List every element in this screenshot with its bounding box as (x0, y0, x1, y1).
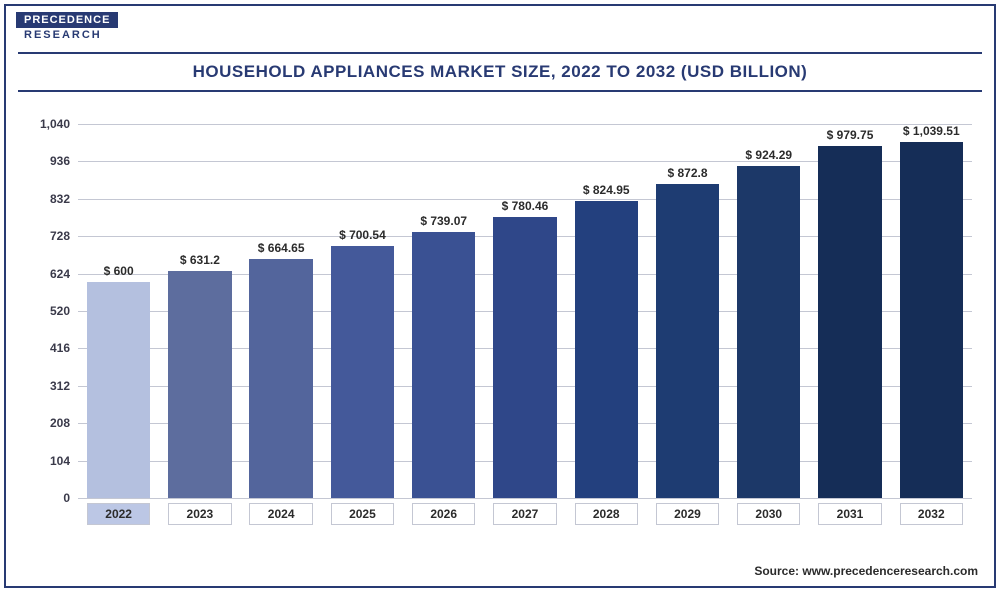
bar-slot: $ 824.95 (566, 124, 647, 498)
bar (900, 142, 963, 498)
chart-title: HOUSEHOLD APPLIANCES MARKET SIZE, 2022 T… (18, 62, 982, 82)
bar (168, 271, 231, 498)
x-tick-cell: 2027 (484, 502, 565, 526)
bar-value-label: $ 700.54 (339, 228, 386, 242)
bar-value-label: $ 872.8 (667, 166, 707, 180)
y-tick-label: 104 (50, 454, 70, 468)
y-tick-label: 520 (50, 304, 70, 318)
x-tick-label: 2031 (818, 503, 881, 525)
bar-value-label: $ 739.07 (420, 214, 467, 228)
bar-slot: $ 664.65 (241, 124, 322, 498)
x-tick-label: 2028 (575, 503, 638, 525)
bar (818, 146, 881, 498)
bar (331, 246, 394, 498)
bar-value-label: $ 631.2 (180, 253, 220, 267)
logo-bottom: RESEARCH (16, 29, 118, 41)
x-tick-label: 2030 (737, 503, 800, 525)
bar-slot: $ 700.54 (322, 124, 403, 498)
y-tick-label: 832 (50, 192, 70, 206)
bar (249, 259, 312, 498)
x-tick-label: 2025 (331, 503, 394, 525)
y-tick-label: 0 (63, 491, 70, 505)
logo-top: PRECEDENCE (16, 12, 118, 28)
plot-area: 01042083124165206247288329361,040 $ 600$… (78, 124, 972, 498)
bar-slot: $ 924.29 (728, 124, 809, 498)
source-text: Source: www.precedenceresearch.com (754, 564, 978, 578)
x-tick-cell: 2022 (78, 502, 159, 526)
x-tick-cell: 2031 (809, 502, 890, 526)
x-axis: 2022 2023 2024 2025 2026 2027 2028 2029 2030 2031… (78, 502, 972, 526)
x-tick-cell: 2028 (566, 502, 647, 526)
x-tick-label: 2026 (412, 503, 475, 525)
title-band: HOUSEHOLD APPLIANCES MARKET SIZE, 2022 T… (18, 52, 982, 92)
bar (412, 232, 475, 498)
bar-slot: $ 872.8 (647, 124, 728, 498)
x-tick-label: 2022 (87, 503, 150, 525)
chart-zone: 01042083124165206247288329361,040 $ 600$… (78, 106, 972, 526)
bar (737, 166, 800, 498)
bar (656, 184, 719, 498)
bar-slot: $ 739.07 (403, 124, 484, 498)
x-tick-cell: 2025 (322, 502, 403, 526)
y-tick-label: 208 (50, 416, 70, 430)
bar-slot: $ 979.75 (809, 124, 890, 498)
x-tick-cell: 2023 (159, 502, 240, 526)
bar (493, 217, 556, 498)
bar-value-label: $ 664.65 (258, 241, 305, 255)
gridline: 0 (78, 498, 972, 499)
x-tick-cell: 2029 (647, 502, 728, 526)
bar-slot: $ 631.2 (159, 124, 240, 498)
bar-value-label: $ 924.29 (745, 148, 792, 162)
y-tick-label: 624 (50, 267, 70, 281)
bar-value-label: $ 1,039.51 (903, 124, 960, 138)
bar-value-label: $ 824.95 (583, 183, 630, 197)
x-tick-label: 2027 (493, 503, 556, 525)
y-tick-label: 312 (50, 379, 70, 393)
bar-value-label: $ 600 (104, 264, 134, 278)
x-tick-cell: 2024 (241, 502, 322, 526)
bar-slot: $ 600 (78, 124, 159, 498)
y-tick-label: 936 (50, 154, 70, 168)
x-tick-cell: 2030 (728, 502, 809, 526)
bar (87, 282, 150, 498)
x-tick-cell: 2026 (403, 502, 484, 526)
bars: $ 600 $ 631.2 $ 664.65 $ 700.54 $ 739.07 $ 78… (78, 124, 972, 498)
x-tick-label: 2024 (249, 503, 312, 525)
x-tick-label: 2029 (656, 503, 719, 525)
x-tick-label: 2032 (900, 503, 963, 525)
bar-value-label: $ 780.46 (502, 199, 549, 213)
bar-value-label: $ 979.75 (827, 128, 874, 142)
bar-slot: $ 780.46 (484, 124, 565, 498)
x-tick-cell: 2032 (891, 502, 972, 526)
y-tick-label: 416 (50, 341, 70, 355)
x-tick-label: 2023 (168, 503, 231, 525)
logo: PRECEDENCE RESEARCH (16, 12, 118, 41)
bar-slot: $ 1,039.51 (891, 124, 972, 498)
chart-frame: PRECEDENCE RESEARCH HOUSEHOLD APPLIANCES… (4, 4, 996, 588)
bar (575, 201, 638, 498)
y-tick-label: 728 (50, 229, 70, 243)
y-tick-label: 1,040 (40, 117, 70, 131)
